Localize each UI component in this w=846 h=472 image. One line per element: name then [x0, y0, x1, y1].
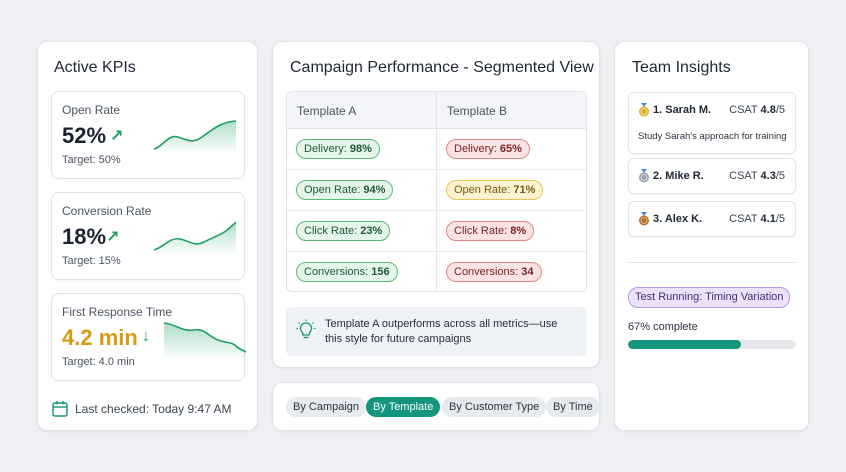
member-name: 2. Mike R.	[653, 170, 704, 182]
team-member-card-mike[interactable]: 2. Mike R. CSAT 4.3/5	[628, 158, 796, 194]
metric-pill-b-click-rate: Click Rate: 8%	[446, 221, 535, 241]
row-divider	[287, 210, 586, 211]
team-member-card-sarah[interactable]: 1. Sarah M. CSAT 4.8/5 Study Sarah's app…	[628, 92, 796, 154]
insight-text: Template A outperforms across all metric…	[325, 318, 558, 345]
trend-up-icon: ↗	[106, 229, 120, 246]
gold-medal-icon	[639, 103, 649, 117]
kpi-target: Target: 50%	[62, 154, 121, 166]
column-header-template-b: Template B	[447, 104, 508, 118]
kpi-card-first-response-time[interactable]: First Response Time 4.2 min ↓ Target: 4.…	[51, 293, 246, 381]
filter-chip-by-campaign[interactable]: By Campaign	[286, 397, 367, 417]
trend-up-icon: ↗	[110, 128, 124, 145]
section-divider	[628, 262, 796, 263]
kpi-target: Target: 4.0 min	[62, 356, 135, 368]
silver-medal-icon	[639, 169, 649, 183]
kpi-card-open-rate[interactable]: Open Rate 52% ↗ Target: 50%	[51, 91, 245, 179]
member-csat: CSAT 4.1/5	[729, 213, 785, 225]
lightbulb-icon	[296, 319, 316, 339]
filter-chip-by-time[interactable]: By Time	[546, 397, 600, 417]
kpi-card-conversion-rate[interactable]: Conversion Rate 18% ↗ Target: 15%	[51, 192, 245, 280]
test-running-badge: Test Running: Timing Variation	[628, 287, 791, 308]
comparison-table: Template A Template B Delivery: 98% Deli…	[286, 91, 587, 292]
team-insights-title: Team Insights	[632, 59, 731, 76]
column-divider	[436, 92, 437, 291]
sparkline-first-response-time	[164, 322, 246, 358]
trend-down-icon: ↓	[142, 328, 150, 345]
active-kpis-panel: Active KPIs Open Rate 52% ↗ Target: 50% …	[37, 41, 258, 431]
member-note: Study Sarah's approach for training	[638, 131, 787, 142]
progress-label: 67% complete	[628, 321, 698, 333]
kpi-label: First Response Time	[62, 305, 173, 319]
kpi-value: 4.2 min	[62, 325, 138, 350]
kpi-value: 18%	[62, 224, 107, 249]
sparkline-conversion-rate	[154, 221, 236, 253]
filter-chip-by-template[interactable]: By Template	[366, 397, 441, 417]
calendar-icon	[52, 401, 68, 417]
insight-callout: Template A outperforms across all metric…	[286, 307, 587, 356]
member-name: 3. Alex K.	[653, 213, 703, 225]
last-checked-text: Last checked: Today 9:47 AM	[75, 402, 232, 416]
row-divider	[287, 251, 586, 252]
metric-pill-a-open-rate: Open Rate: 94%	[296, 180, 394, 200]
metric-pill-b-open-rate: Open Rate: 71%	[446, 180, 544, 200]
kpi-target: Target: 15%	[62, 255, 121, 267]
metric-pill-b-delivery: Delivery: 65%	[446, 139, 530, 159]
team-insights-panel: Team Insights 1. Sarah M. CSAT 4.8/5 Stu…	[614, 41, 809, 431]
kpi-value: 52%	[62, 123, 107, 148]
metric-pill-a-click-rate: Click Rate: 23%	[296, 221, 391, 241]
metric-pill-a-conversions: Conversions: 156	[296, 262, 398, 282]
kpi-label: Conversion Rate	[62, 204, 152, 218]
metric-pill-a-delivery: Delivery: 98%	[296, 139, 380, 159]
row-divider	[287, 169, 586, 170]
sparkline-open-rate	[154, 120, 236, 152]
metric-pill-b-conversions: Conversions: 34	[446, 262, 542, 282]
team-member-card-alex[interactable]: 3. Alex K. CSAT 4.1/5	[628, 201, 796, 237]
kpi-label: Open Rate	[62, 103, 121, 117]
column-header-template-a: Template A	[297, 104, 357, 118]
campaign-performance-title: Campaign Performance - Segmented View	[290, 59, 594, 76]
campaign-performance-panel: Campaign Performance - Segmented View Te…	[272, 41, 600, 368]
test-progress-bar	[628, 340, 796, 349]
filter-chip-by-customer-type[interactable]: By Customer Type	[442, 397, 547, 417]
segment-filter-bar: By Campaign By Template By Customer Type…	[272, 382, 600, 431]
progress-fill	[628, 340, 741, 349]
member-csat: CSAT 4.8/5	[729, 104, 785, 116]
member-name: 1. Sarah M.	[653, 104, 712, 116]
active-kpis-title: Active KPIs	[54, 59, 136, 76]
bronze-medal-icon	[639, 212, 649, 226]
member-csat: CSAT 4.3/5	[729, 170, 785, 182]
